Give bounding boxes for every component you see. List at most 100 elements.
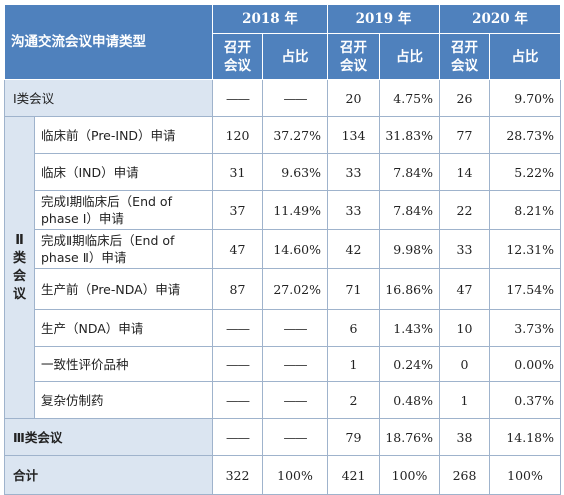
cell-2020-pct: 0.00% [489,346,561,382]
cell-2019-pct: 4.75% [379,79,440,117]
sub-label: 复杂仿制药 [34,381,213,419]
cell-2020-count: 0 [439,346,490,382]
cell-2020-pct: 9.70% [489,79,561,117]
pct-header-2018: 占比 [262,33,328,80]
type-column-header: 沟通交流会议申请类型 [4,4,213,80]
table-row-cat2-7: 复杂仿制药 —— —— 2 0.48% 1 0.37% [5,381,561,419]
cell-2019-pct: 1.43% [379,309,440,347]
header-row-metrics: 召开 会议 占比 召开 会议 占比 召开 会议 占比 [5,33,561,80]
table-row-cat2-1: 临床（IND）申请 31 9.63% 33 7.84% 14 5.22% [5,153,561,191]
sub-label: 生产前（Pre-NDA）申请 [34,268,213,310]
cell-2019-pct: 9.98% [379,229,440,269]
cell-2018-pct: —— [262,381,328,419]
cell-2019-count: 134 [327,116,380,154]
count-header-line1: 召开 [224,39,251,56]
year-header-2020: 2020 年 [439,4,561,34]
sub-label: 生产（NDA）申请 [34,309,213,347]
cat2-char: 会 [12,268,26,284]
cell-2019-count: 33 [327,190,380,230]
sub-label: 临床（IND）申请 [34,153,213,191]
count-header-line1: 召开 [340,39,367,56]
cell-2018-pct: 11.49% [262,190,328,230]
table-row-cat2-5: 生产（NDA）申请 —— —— 6 1.43% 10 3.73% [5,309,561,347]
cell-2020-count: 10 [439,309,490,347]
cell-2019-count: 2 [327,381,380,419]
cell-2018-pct: 100% [262,455,328,495]
cell-2018-pct: 14.60% [262,229,328,269]
cell-2018-count: 322 [212,455,263,495]
cell-2018-pct: —— [262,418,328,456]
cell-2018-count: 31 [212,153,263,191]
cell-2020-pct: 28.73% [489,116,561,154]
cell-2018-count: —— [212,309,263,347]
cell-2020-pct: 12.31% [489,229,561,269]
cell-2020-count: 14 [439,153,490,191]
cell-2018-pct: 27.02% [262,268,328,310]
table-row-cat2-0: Ⅱ 类 会 议 临床前（Pre-IND）申请 120 37.27% 134 31… [4,116,561,419]
cell-2018-pct: —— [262,309,328,347]
cell-2018-pct: 9.63% [262,153,328,191]
cell-2018-pct: 37.27% [262,116,328,154]
cat2-char: 议 [12,286,26,302]
cell-2019-count: 79 [327,418,380,456]
table-row-cat2-2: 完成Ⅰ期临床后（End of phase Ⅰ）申请 37 11.49% 33 7… [5,190,561,230]
count-header-line2: 会议 [224,57,251,74]
cell-2020-pct: 0.37% [489,381,561,419]
count-header-2018: 召开 会议 [212,33,263,80]
table-row-cat2-6: 一致性评价品种 —— —— 1 0.24% 0 0.00% [5,346,561,382]
cell-2019-pct: 18.76% [379,418,440,456]
cell-2018-count: —— [212,346,263,382]
cell-2018-pct: —— [262,346,328,382]
pct-header-2020: 占比 [489,33,561,80]
table-row-cat2-4: 生产前（Pre-NDA）申请 87 27.02% 71 16.86% 47 17… [5,268,561,310]
cat2-char: 类 [12,250,26,266]
cell-2019-count: 6 [327,309,380,347]
row-label-cat1: Ⅰ类会议 [4,79,213,117]
cell-2019-pct: 7.84% [379,190,440,230]
meeting-stats-table: 沟通交流会议申请类型 2018 年 2019 年 2020 年 召开 会议 占比 … [4,4,561,495]
cell-2020-count: 47 [439,268,490,310]
count-header-2020: 召开 会议 [439,33,490,80]
meeting-stats-table-container: 沟通交流会议申请类型 2018 年 2019 年 2020 年 召开 会议 占比 … [4,4,561,495]
pct-header-2019: 占比 [379,33,440,80]
cell-2018-count: 120 [212,116,263,154]
table-row-total: 合计 322 100% 421 100% 268 100% [4,455,561,495]
cell-2019-pct: 0.48% [379,381,440,419]
count-header-line2: 会议 [451,57,478,74]
cell-2020-pct: 17.54% [489,268,561,310]
cell-2019-pct: 16.86% [379,268,440,310]
cell-2020-count: 33 [439,229,490,269]
sub-label: 一致性评价品种 [34,346,213,382]
cell-2019-pct: 31.83% [379,116,440,154]
cell-2018-count: 47 [212,229,263,269]
table-row-cat2-3: 完成Ⅱ期临床后（End of phase Ⅱ）申请 47 14.60% 42 9… [5,229,561,269]
row-label-cat2: Ⅱ 类 会 议 [4,116,35,419]
cell-2019-count: 42 [327,229,380,269]
cell-2019-pct: 7.84% [379,153,440,191]
cell-2019-count: 421 [327,455,380,495]
cell-2020-count: 1 [439,381,490,419]
sub-label: 完成Ⅰ期临床后（End of phase Ⅰ）申请 [34,190,213,230]
header-row-years: 沟通交流会议申请类型 2018 年 2019 年 2020 年 [4,4,561,80]
year-header-2019: 2019 年 [327,4,440,34]
cell-2020-count: 26 [439,79,490,117]
cell-2020-pct: 14.18% [489,418,561,456]
cell-2020-count: 268 [439,455,490,495]
cell-2019-count: 20 [327,79,380,117]
cell-2020-pct: 8.21% [489,190,561,230]
cell-2019-count: 71 [327,268,380,310]
cell-2018-count: 87 [212,268,263,310]
cell-2020-pct: 5.22% [489,153,561,191]
cell-2020-count: 77 [439,116,490,154]
row-label-total: 合计 [4,455,213,495]
cell-2020-pct: 3.73% [489,309,561,347]
cell-2020-pct: 100% [489,455,561,495]
cell-2018-count: 37 [212,190,263,230]
cat2-char: Ⅱ [15,232,24,248]
sub-label: 临床前（Pre-IND）申请 [34,116,213,154]
cell-2020-count: 22 [439,190,490,230]
count-header-line2: 会议 [340,57,367,74]
table-row-cat3: Ⅲ类会议 —— —— 79 18.76% 38 14.18% [4,418,561,456]
year-header-2018: 2018 年 [212,4,328,34]
cell-2018-count: —— [212,79,263,117]
